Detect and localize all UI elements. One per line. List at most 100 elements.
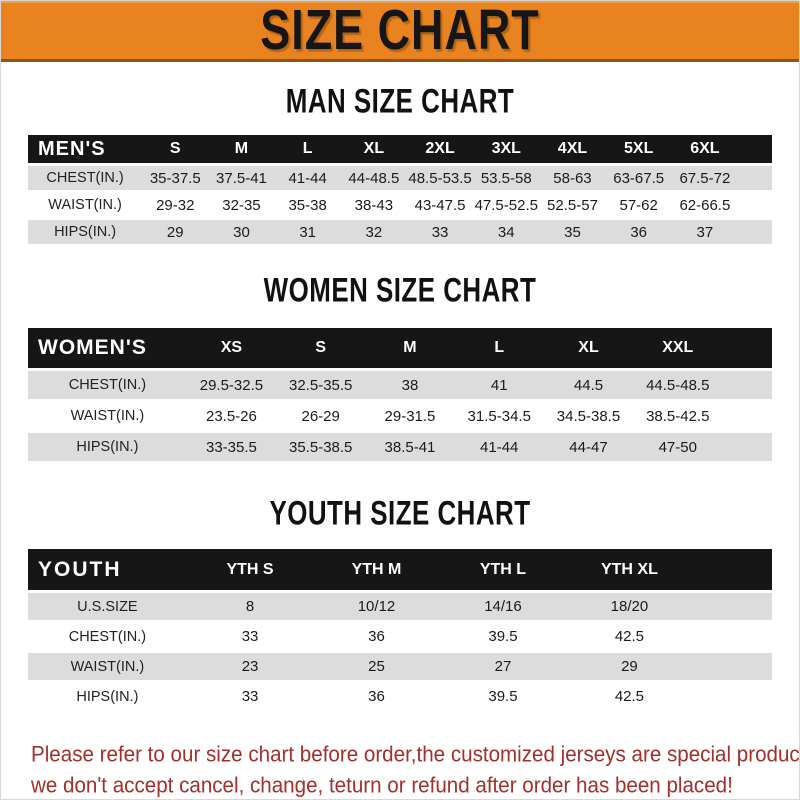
- row-label-cell: HIPS(IN.): [28, 681, 187, 713]
- footer-note-line-2: we don't accept cancel, change, teturn o…: [31, 773, 733, 798]
- youth-section-heading: YOUTH SIZE CHART: [1, 496, 799, 531]
- value-cell: 32-35: [208, 191, 275, 220]
- value-cell: 32: [340, 218, 407, 247]
- row-filler-cell: [692, 591, 772, 623]
- header-row: YOUTH YTH S YTH M YTH L YTH XL: [28, 549, 772, 593]
- header-filler-cell: [737, 135, 772, 166]
- value-cell: 36: [605, 218, 672, 247]
- table-row: WAIST(IN.) 29-32 32-35 35-38 38-43 43-47.5 47.…: [28, 191, 772, 220]
- table-corner-label: YOUTH: [28, 549, 187, 593]
- column-header-cell: S: [276, 328, 366, 371]
- value-cell: 48.5-53.5: [406, 164, 474, 193]
- value-cell: 10/12: [313, 591, 440, 623]
- row-label-cell: WAIST(IN.): [28, 400, 187, 433]
- value-cell: 39.5: [439, 681, 567, 713]
- table-row: HIPS(IN.) 29 30 31 32 33 34 35 36 37: [28, 218, 772, 247]
- row-filler-cell: [692, 621, 772, 653]
- men-section-heading: MAN SIZE CHART: [1, 84, 799, 119]
- footer-note: Please refer to our size chart before or…: [31, 739, 800, 799]
- value-cell: 23: [186, 651, 314, 683]
- women-size-table: WOMEN'S XS S M L XL XXL CHEST(IN.) 29.5-32.5 32.5…: [28, 328, 772, 464]
- value-cell: 57-62: [605, 191, 672, 220]
- value-cell: 44-47: [543, 431, 634, 464]
- value-cell: 31: [274, 218, 341, 247]
- value-cell: 25: [313, 651, 440, 683]
- value-cell: 30: [208, 218, 275, 247]
- value-cell: 36: [313, 621, 440, 653]
- row-filler-cell: [737, 164, 772, 193]
- value-cell: 42.5: [566, 621, 693, 653]
- value-cell: 38-43: [340, 191, 407, 220]
- table-row: CHEST(IN.) 35-37.5 37.5-41 41-44 44-48.5 48.5…: [28, 164, 772, 193]
- value-cell: 41-44: [454, 431, 544, 464]
- table-row: HIPS(IN.) 33-35.5 35.5-38.5 38.5-41 41-44 44-…: [28, 431, 772, 464]
- column-header-cell: L: [454, 328, 544, 371]
- row-filler-cell: [722, 431, 772, 464]
- value-cell: 32.5-35.5: [276, 369, 366, 402]
- value-cell: 34: [473, 218, 540, 247]
- page-title: SIZE CHART: [260, 2, 538, 58]
- value-cell: 37.5-41: [208, 164, 275, 193]
- value-cell: 47-50: [633, 431, 723, 464]
- column-header-cell: 6XL: [671, 135, 738, 166]
- row-filler-cell: [692, 681, 772, 713]
- column-header-cell: XL: [543, 328, 634, 371]
- value-cell: 41: [454, 369, 544, 402]
- value-cell: 62-66.5: [671, 191, 738, 220]
- value-cell: 29-31.5: [365, 400, 455, 433]
- column-header-cell: YTH S: [186, 549, 314, 593]
- row-label-cell: CHEST(IN.): [28, 164, 143, 193]
- footer-note-line-1: Please refer to our size chart before or…: [31, 742, 800, 767]
- men-size-table: MEN'S S M L XL 2XL 3XL 4XL 5XL 6XL CHEST(IN.) 35-37…: [28, 135, 772, 247]
- column-header-cell: 3XL: [473, 135, 540, 166]
- value-cell: 35-38: [274, 191, 341, 220]
- women-section-heading: WOMEN SIZE CHART: [1, 273, 799, 308]
- value-cell: 8: [186, 591, 314, 623]
- row-label-cell: HIPS(IN.): [28, 431, 187, 464]
- value-cell: 37: [671, 218, 738, 247]
- value-cell: 29.5-32.5: [186, 369, 277, 402]
- table-row: HIPS(IN.) 33 36 39.5 42.5: [28, 681, 772, 713]
- value-cell: 58-63: [539, 164, 606, 193]
- page-title-text: SIZE CHART: [260, 0, 540, 62]
- column-header-cell: YTH M: [313, 549, 440, 593]
- value-cell: 41-44: [274, 164, 341, 193]
- column-header-cell: 4XL: [539, 135, 606, 166]
- value-cell: 63-67.5: [605, 164, 672, 193]
- value-cell: 36: [313, 681, 440, 713]
- men-section-heading-text: MAN SIZE CHART: [285, 81, 515, 121]
- header-filler-cell: [692, 549, 772, 593]
- row-filler-cell: [722, 400, 772, 433]
- section-youth: YOUTH SIZE CHART YOUTH YTH S YTH M YTH L YTH…: [1, 496, 799, 713]
- value-cell: 67.5-72: [671, 164, 738, 193]
- value-cell: 34.5-38.5: [543, 400, 634, 433]
- row-label-cell: WAIST(IN.): [28, 191, 143, 220]
- value-cell: 27: [439, 651, 567, 683]
- value-cell: 38.5-42.5: [633, 400, 723, 433]
- value-cell: 47.5-52.5: [473, 191, 540, 220]
- row-label-cell: CHEST(IN.): [28, 621, 187, 653]
- value-cell: 35: [539, 218, 606, 247]
- value-cell: 35.5-38.5: [276, 431, 366, 464]
- value-cell: 39.5: [439, 621, 567, 653]
- value-cell: 29: [566, 651, 693, 683]
- row-label-cell: WAIST(IN.): [28, 651, 187, 683]
- column-header-cell: YTH L: [439, 549, 567, 593]
- table-row: CHEST(IN.) 29.5-32.5 32.5-35.5 38 41 44.5 44.5…: [28, 369, 772, 402]
- column-header-cell: YTH XL: [566, 549, 693, 593]
- table-corner-label: WOMEN'S: [28, 328, 187, 371]
- men-table-wrap: MEN'S S M L XL 2XL 3XL 4XL 5XL 6XL CHEST(IN.) 35-37…: [1, 135, 799, 247]
- value-cell: 29: [142, 218, 209, 247]
- value-cell: 35-37.5: [142, 164, 209, 193]
- value-cell: 23.5-26: [186, 400, 277, 433]
- column-header-cell: L: [274, 135, 341, 166]
- banner: SIZE CHART: [1, 1, 799, 62]
- value-cell: 38: [365, 369, 455, 402]
- value-cell: 33: [186, 621, 314, 653]
- table-row: WAIST(IN.) 23 25 27 29: [28, 651, 772, 683]
- column-header-cell: M: [365, 328, 455, 371]
- value-cell: 44-48.5: [340, 164, 407, 193]
- table-row: CHEST(IN.) 33 36 39.5 42.5: [28, 621, 772, 653]
- value-cell: 53.5-58: [473, 164, 540, 193]
